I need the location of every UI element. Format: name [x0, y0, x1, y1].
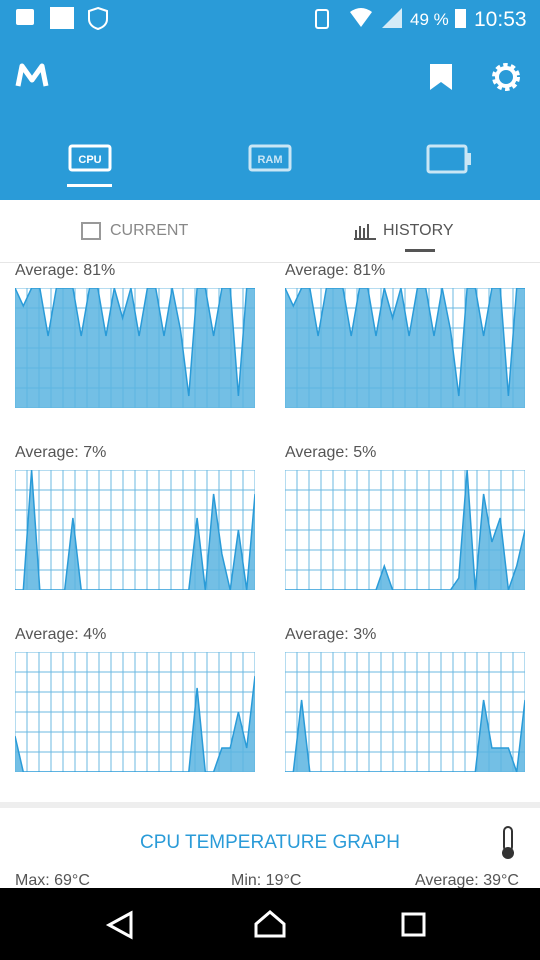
cpu-tab[interactable]: CPU: [67, 144, 112, 187]
usage-line: [285, 288, 525, 397]
temperature-max: Max: 69°C: [15, 872, 90, 889]
graph-label: Average: 81%: [285, 262, 386, 279]
gallery-icon: [16, 9, 34, 25]
temperature-min: Min: 19°C: [231, 872, 302, 889]
sub-tabs: CURRENT HISTORY: [0, 200, 540, 263]
temperature-title: CPU TEMPERATURE GRAPH: [139, 832, 401, 853]
home-button[interactable]: [254, 910, 286, 938]
thermometer-icon: [502, 826, 514, 859]
clock: 10:53: [474, 8, 527, 31]
current-tab[interactable]: CURRENT: [110, 222, 189, 239]
vibrate-icon: [315, 9, 329, 29]
usage-line: [285, 470, 525, 590]
recents-button[interactable]: [401, 912, 426, 937]
toolbar: CPU RAM: [15, 63, 520, 187]
usage-graph: [15, 470, 255, 590]
app-icon: [50, 7, 74, 29]
usage-graph: [285, 288, 525, 408]
shield-icon: [88, 6, 108, 31]
tab-indicator: [67, 184, 112, 187]
divider: [0, 802, 540, 808]
graph-label: Average: 81%: [15, 262, 116, 279]
ram-tab[interactable]: RAM: [248, 144, 292, 172]
graph-label: Average: 3%: [285, 626, 377, 643]
signal-icon: [382, 8, 402, 28]
usage-area: [15, 676, 255, 772]
battery-tip: [466, 153, 471, 165]
app-header: [0, 0, 540, 200]
battery-outline: [426, 144, 468, 174]
usage-area: [285, 700, 525, 772]
app-logo[interactable]: [15, 63, 49, 87]
usage-area: [15, 470, 255, 590]
battery-icon: [455, 9, 466, 28]
history-tab[interactable]: HISTORY: [383, 222, 454, 239]
back-button[interactable]: [105, 910, 133, 940]
graph-label: Average: 4%: [15, 626, 107, 643]
usage-graph: [15, 652, 255, 772]
graph-label: Average: 7%: [15, 444, 107, 461]
battery-tab[interactable]: [426, 144, 471, 174]
current-icon: [81, 222, 101, 240]
usage-line: [15, 288, 255, 397]
graph-label: Average: 5%: [285, 444, 377, 461]
usage-graph: [285, 470, 525, 590]
ram-chip: [248, 144, 292, 172]
settings-gear: [495, 66, 517, 88]
ram-tab-label: RAM: [257, 154, 282, 166]
bookmark-button[interactable]: [430, 64, 452, 90]
nav-bar: [0, 888, 540, 960]
usage-graph: [15, 288, 255, 408]
usage-graph: [285, 652, 525, 772]
status-bar: 49 % 10:53: [16, 6, 527, 31]
wifi-icon: [350, 8, 372, 27]
cpu-tab-label: CPU: [78, 154, 101, 166]
usage-line: [15, 470, 255, 590]
usage-line: [15, 675, 255, 772]
usage-line: [285, 699, 525, 772]
history-icon: [354, 224, 376, 240]
battery-percent: 49 %: [410, 10, 449, 29]
cpu-chip: [68, 144, 112, 172]
history-indicator: [405, 249, 435, 252]
temperature-average: Average: 39°C: [415, 872, 519, 889]
